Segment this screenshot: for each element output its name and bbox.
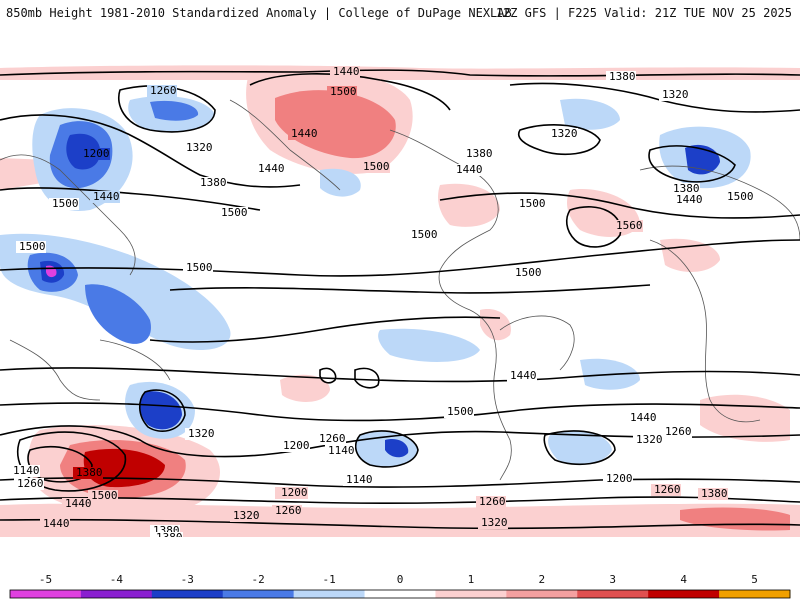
colorbar-label: 3 [609,573,617,586]
contour-label: 1440 [630,411,657,424]
colorbar-swatch [222,590,295,598]
contour-label: 1380 [701,487,728,500]
contour-label: 1380 [609,70,636,83]
contour-label: 1440 [43,517,70,530]
contour-label: 1440 [456,163,483,176]
colorbar-swatch [293,590,366,598]
model-valid-time: 12Z GFS | F225 Valid: 21Z TUE NOV 25 202… [495,6,792,20]
contour-label: 1440 [333,65,360,78]
contour-label: 1560 [616,219,643,232]
contour-label: 1500 [91,489,118,502]
anomaly-map: 1440 1380 1320 1260 1500 1200 1440 1320 … [0,40,800,537]
colorbar-label: -4 [109,573,123,586]
colorbar-label: -3 [180,573,194,586]
contour-label: 1320 [188,427,215,440]
contour-label: 1500 [447,405,474,418]
contour-label: 1320 [636,433,663,446]
contour-labels: 1440 1380 1320 1260 1500 1200 1440 1320 … [10,65,754,537]
contour-label: 1440 [258,162,285,175]
coastlines [0,99,800,481]
contour-label: 1440 [65,497,92,510]
contour-label: 1500 [221,206,248,219]
contour-label: 1260 [654,483,681,496]
colorbar-swatches [10,590,791,598]
colorbar-swatch [364,590,436,598]
contour-label: 1440 [510,369,537,382]
contour-label: 1500 [411,228,438,241]
contour-label: 1260 [17,477,44,490]
contour-label: 1200 [83,147,110,160]
contour-label: 1260 [479,495,506,508]
contour-label: 1380 [156,531,183,537]
contour-label: 1500 [186,261,213,274]
contour-label: 1320 [662,88,689,101]
contour-label: 1200 [283,439,310,452]
contour-label: 1380 [466,147,493,160]
colorbar-label: 4 [680,573,687,586]
colorbar-label: 1 [467,573,475,586]
contour-label: 1320 [481,516,508,529]
contour-label: 1500 [330,85,357,98]
contour-label: 1140 [13,464,40,477]
colorbar-label: -5 [38,573,53,586]
contour-label: 1140 [328,444,355,457]
contour-label: 1500 [52,197,79,210]
contour-label: 1440 [676,193,703,206]
colorbar-swatch [80,590,153,598]
contour-label: 1140 [346,473,373,486]
colorbar-swatch [506,590,578,598]
contour-label: 1500 [515,266,542,279]
colorbar-swatch [648,590,720,598]
colorbar-label: -1 [322,573,336,586]
contour-label: 1380 [673,182,700,195]
colorbar-label: 5 [751,573,758,586]
colorbar-swatch [151,590,224,598]
positive-anomaly-shading [0,65,800,537]
map-title: 850mb Height 1981-2010 Standardized Anom… [6,6,512,20]
contour-label: 1320 [233,509,260,522]
contour-label: 1260 [275,504,302,517]
contour-label: 1380 [76,466,103,479]
colorbar-label: 0 [396,573,404,586]
contour-label: 1200 [606,472,633,485]
colorbar-label: -2 [251,573,265,586]
anomaly-colorbar [9,589,791,599]
colorbar-swatch [719,590,791,598]
colorbar-swatch [577,590,649,598]
contour-label: 1440 [291,127,318,140]
contour-label: 1260 [665,425,692,438]
contour-label: 1500 [363,160,390,173]
colorbar-swatch [10,590,82,598]
contour-label: 1440 [93,190,120,203]
contour-label: 1500 [727,190,754,203]
colorbar-swatch [435,590,507,598]
contour-label: 1500 [19,240,46,253]
contour-label: 1260 [150,84,177,97]
contour-label: 1500 [519,197,546,210]
contour-label: 1200 [281,486,308,499]
colorbar-label: 2 [538,573,546,586]
contour-label: 1320 [551,127,578,140]
header: 850mb Height 1981-2010 Standardized Anom… [0,0,800,28]
contour-label: 1320 [186,141,213,154]
contour-label: 1260 [319,432,346,445]
contour-label: 1380 [200,176,227,189]
